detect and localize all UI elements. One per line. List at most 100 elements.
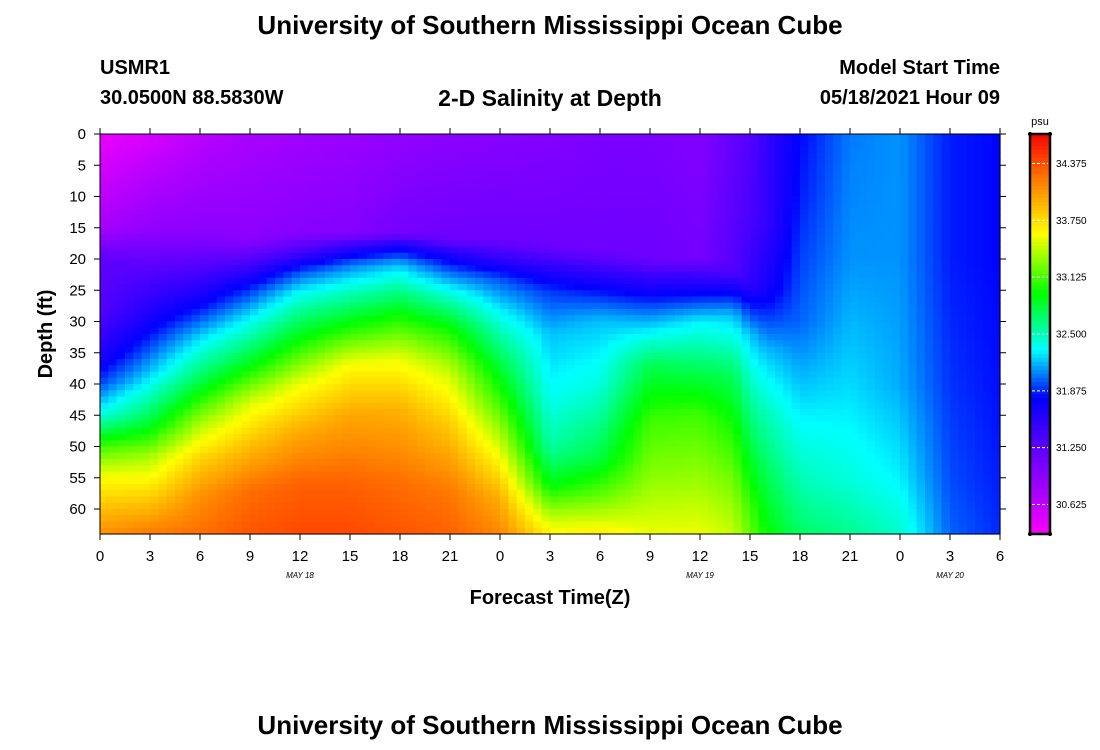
heatmap-cell [725, 252, 734, 260]
heatmap-cell [508, 352, 518, 360]
heatmap-cell [466, 327, 476, 335]
heatmap-cell [366, 440, 376, 448]
heatmap-cell [708, 209, 718, 216]
heatmap-cell [125, 427, 134, 435]
heatmap-cell [466, 365, 476, 373]
heatmap-cell [616, 452, 626, 460]
heatmap-cell [591, 196, 601, 204]
heatmap-cell [283, 490, 293, 498]
heatmap-cell [258, 271, 268, 279]
heatmap-cell [283, 527, 293, 535]
heatmap-cell [291, 496, 301, 504]
heatmap-cell [391, 246, 401, 254]
heatmap-cell [450, 502, 459, 510]
heatmap-cell [700, 502, 709, 510]
heatmap-cell [350, 134, 359, 141]
heatmap-cell [266, 240, 276, 248]
heatmap-cell [475, 415, 484, 423]
heatmap-cell [333, 377, 343, 385]
heatmap-cell [333, 502, 343, 510]
heatmap-cell [608, 246, 618, 254]
heatmap-cell [258, 340, 268, 348]
heatmap-cell [191, 190, 201, 198]
heatmap-cell [258, 140, 268, 148]
heatmap-cell [658, 490, 668, 498]
heatmap-cell [450, 484, 459, 491]
heatmap-cell [175, 327, 184, 335]
heatmap-cell [525, 284, 534, 291]
heatmap-cell [458, 365, 468, 373]
heatmap-cell [291, 327, 301, 335]
heatmap-cell [325, 171, 334, 179]
heatmap-cell [591, 252, 601, 260]
heatmap-cell [575, 377, 584, 385]
heatmap-cell [533, 471, 543, 479]
heatmap-cell [500, 140, 509, 148]
heatmap-cell [625, 371, 634, 379]
heatmap-cell [400, 277, 409, 285]
heatmap-cell [150, 271, 159, 279]
heatmap-cell [441, 521, 451, 529]
heatmap-cell [716, 434, 726, 441]
heatmap-cell [141, 421, 151, 429]
heatmap-cell [150, 440, 159, 448]
heatmap-cell [191, 359, 201, 366]
heatmap-cell [150, 196, 159, 204]
heatmap-cell [450, 227, 459, 235]
heatmap-cell [708, 477, 718, 485]
heatmap-cell [375, 459, 384, 466]
heatmap-cell [708, 165, 718, 173]
heatmap-cell [608, 371, 618, 379]
heatmap-cell [450, 434, 459, 441]
heatmap-cell [725, 415, 734, 423]
heatmap-cell [166, 315, 176, 323]
heatmap-cell [250, 277, 259, 285]
heatmap-cell [641, 371, 651, 379]
heatmap-cell [408, 446, 418, 454]
heatmap-cell [483, 315, 493, 323]
heatmap-cell [483, 234, 493, 241]
heatmap-cell [516, 321, 526, 329]
heatmap-cell [500, 246, 509, 254]
heatmap-cell [475, 209, 484, 216]
heatmap-cell [300, 440, 309, 448]
heatmap-cell [133, 390, 143, 398]
heatmap-cell [341, 452, 351, 460]
heatmap-cell [675, 459, 684, 466]
heatmap-cell [416, 390, 426, 398]
heatmap-cell [683, 321, 693, 329]
heatmap-cell [191, 315, 201, 323]
heatmap-cell [175, 509, 184, 516]
heatmap-cell [575, 234, 584, 241]
heatmap-cell [308, 465, 318, 473]
heatmap-cell [525, 140, 534, 148]
heatmap-cell [216, 396, 226, 404]
heatmap-cell [191, 309, 201, 316]
heatmap-cell [325, 477, 334, 485]
heatmap-cell [425, 421, 434, 429]
heatmap-cell [600, 296, 609, 304]
heatmap-cell [475, 246, 484, 254]
heatmap-cell [666, 502, 676, 510]
heatmap-cell [350, 465, 359, 473]
heatmap-cell [466, 246, 476, 254]
heatmap-cell [233, 496, 243, 504]
heatmap-cell [433, 409, 443, 416]
heatmap-cell [450, 440, 459, 448]
heatmap-cell [166, 371, 176, 379]
heatmap-cell [350, 315, 359, 323]
heatmap-cell [516, 296, 526, 304]
heatmap-cell [475, 296, 484, 304]
heatmap-cell [433, 352, 443, 360]
heatmap-cell [233, 415, 243, 423]
heatmap-cell [650, 252, 659, 260]
heatmap-cell [300, 221, 309, 229]
heatmap-cell [633, 446, 643, 454]
heatmap-cell [116, 346, 126, 354]
heatmap-cell [700, 196, 709, 204]
heatmap-cell [700, 484, 709, 491]
heatmap-cell [133, 309, 143, 316]
heatmap-cell [158, 290, 168, 298]
heatmap-cell [266, 371, 276, 379]
heatmap-cell [408, 209, 418, 216]
